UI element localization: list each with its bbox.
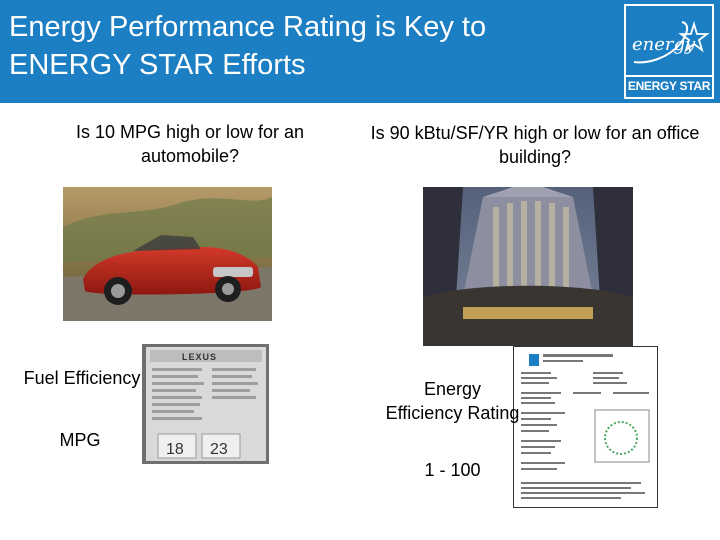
title-line-1: Energy Performance Rating is Key to (9, 11, 487, 43)
rating-range-label: 1 - 100 (424, 460, 481, 480)
logo-script-text: energy (632, 34, 696, 55)
right-question: Is 90 kBtu/SF/YR high or low for an offi… (370, 123, 700, 167)
logo-frame (624, 4, 714, 99)
page-title: Energy Performance Rating is Key to ENER… (9, 8, 599, 84)
header-banner: Energy Performance Rating is Key to ENER… (0, 0, 720, 103)
title-line-2: ENERGY STAR Efforts (9, 49, 306, 81)
office-building-photo (423, 187, 633, 346)
energy-star-logo-icon: energy (632, 20, 710, 64)
energy-efficiency-rating-label: Energy Efficiency Rating (385, 379, 520, 423)
fuel-efficiency-label: Fuel Efficiency (23, 368, 141, 388)
mpg-unit-label: MPG (59, 430, 101, 450)
sticker-brand: LEXUS (182, 352, 217, 362)
logo-label: ENERGY STAR (627, 79, 711, 93)
left-question: Is 10 MPG high or low for an automobile? (75, 122, 305, 166)
logo-divider (624, 75, 714, 77)
car-photo (63, 187, 272, 321)
energy-star-logo: energy ENERGY STAR (620, 0, 720, 103)
sticker-hwy-mpg: 23 (210, 441, 228, 458)
energy-performance-report (513, 346, 658, 508)
sticker-city-mpg: 18 (166, 441, 184, 458)
window-sticker-photo: LEXUS 18 23 (142, 344, 269, 464)
